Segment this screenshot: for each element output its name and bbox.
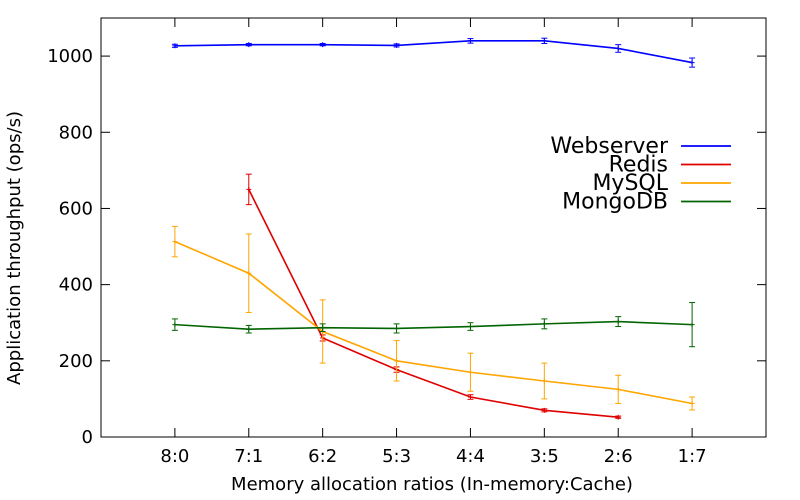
mongodb-data-point <box>320 325 326 331</box>
legend-label-mysql: MySQL <box>592 171 668 196</box>
legend-label-mongodb: MongoDB <box>562 190 668 215</box>
webserver-data-point <box>320 42 326 48</box>
redis-line <box>248 189 619 418</box>
y-tick-label: 600 <box>59 198 93 219</box>
x-tick-label: 4:4 <box>456 446 485 467</box>
mongodb-data-point <box>467 324 473 330</box>
y-axis-title: Application throughput (ops/s) <box>4 111 25 385</box>
mysql-data-point <box>689 400 695 406</box>
redis-data-point <box>246 186 252 192</box>
mongodb-data-point <box>246 326 252 332</box>
legend-label-redis: Redis <box>609 153 668 178</box>
plot-area-frame <box>100 17 767 438</box>
webserver-data-point <box>246 42 252 48</box>
mongodb-data-point <box>541 321 547 327</box>
mysql-data-point <box>172 239 178 245</box>
x-tick-label: 2:6 <box>604 446 633 467</box>
mysql-data-point <box>467 369 473 375</box>
redis-data-point <box>541 407 547 413</box>
x-tick-label: 7:1 <box>234 446 263 467</box>
series-mongodb <box>171 302 696 348</box>
webserver-data-point <box>541 38 547 44</box>
series-webserver <box>171 37 696 68</box>
redis-data-point <box>615 414 621 420</box>
webserver-data-point <box>394 42 400 48</box>
mongodb-data-point <box>689 322 695 328</box>
y-tick-label: 1000 <box>47 46 93 67</box>
y-tick-label: 400 <box>59 275 93 296</box>
mysql-data-point <box>541 378 547 384</box>
webserver-data-point <box>172 43 178 49</box>
mysql-data-point <box>615 386 621 392</box>
mongodb-data-point <box>172 322 178 328</box>
x-tick-label: 1:7 <box>678 446 707 467</box>
x-axis-title: Memory allocation ratios (In-memory:Cach… <box>231 474 633 495</box>
x-tick-label: 5:3 <box>382 446 411 467</box>
series-mysql <box>171 225 696 411</box>
mongodb-line <box>174 320 693 331</box>
mysql-data-point <box>246 270 252 276</box>
mongodb-data-point <box>394 325 400 331</box>
x-tick-label: 8:0 <box>160 446 189 467</box>
y-tick-label: 800 <box>59 122 93 143</box>
y-tick-label: 0 <box>82 427 93 448</box>
redis-data-point <box>467 394 473 400</box>
webserver-data-point <box>615 45 621 51</box>
mysql-line <box>174 240 693 405</box>
y-tick-label: 200 <box>59 351 93 372</box>
webserver-data-point <box>689 60 695 66</box>
x-tick-label: 6:2 <box>308 446 337 467</box>
webserver-data-point <box>467 38 473 44</box>
mongodb-data-point <box>615 319 621 325</box>
series-redis <box>245 173 622 420</box>
mysql-data-point <box>394 358 400 364</box>
webserver-line <box>174 40 693 64</box>
legend-label-webserver: Webserver <box>550 134 669 159</box>
x-tick-label: 3:5 <box>530 446 559 467</box>
